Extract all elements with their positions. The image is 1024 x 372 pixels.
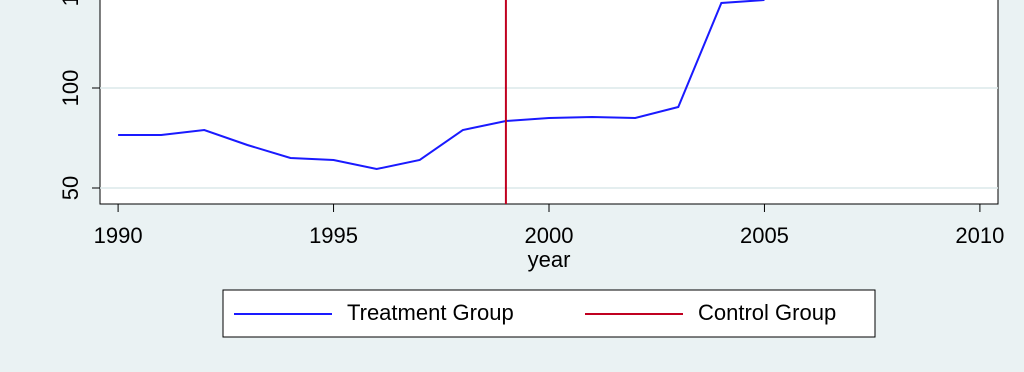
x-tick-label: 2005 [740, 223, 789, 248]
x-axis-label: year [528, 247, 571, 272]
legend-label: Control Group [698, 300, 836, 325]
y-tick-label: 150 [58, 0, 83, 6]
x-tick-label: 1990 [94, 223, 143, 248]
legend-label: Treatment Group [347, 300, 514, 325]
y-tick-label: 100 [58, 70, 83, 107]
data-line [118, 0, 765, 171]
x-tick-label: 1995 [309, 223, 358, 248]
x-tick-label: 2000 [525, 223, 574, 248]
y-tick-label: 50 [58, 176, 83, 200]
plot-area [99, 0, 999, 205]
x-tick-label: 2010 [955, 223, 1004, 248]
